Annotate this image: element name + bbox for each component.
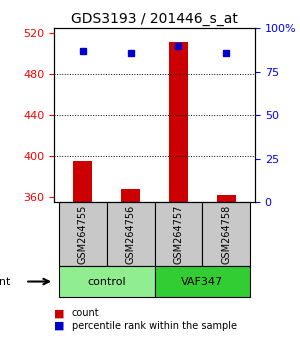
Text: GSM264757: GSM264757 [173, 204, 183, 264]
Bar [169, 42, 188, 202]
Text: percentile rank within the sample: percentile rank within the sample [72, 321, 237, 331]
FancyBboxPatch shape [59, 202, 106, 266]
Text: control: control [87, 276, 126, 286]
Bar [73, 161, 92, 202]
Title: GDS3193 / 201446_s_at: GDS3193 / 201446_s_at [71, 12, 238, 26]
Text: GSM264756: GSM264756 [126, 204, 136, 264]
Text: ■: ■ [54, 321, 64, 331]
FancyBboxPatch shape [154, 266, 250, 297]
Text: count: count [72, 308, 100, 318]
Text: GSM264755: GSM264755 [78, 204, 88, 264]
Text: agent: agent [0, 276, 11, 286]
Text: ■: ■ [54, 308, 64, 318]
Text: VAF347: VAF347 [181, 276, 224, 286]
Text: GSM264758: GSM264758 [221, 204, 231, 264]
Bar [121, 189, 140, 202]
FancyBboxPatch shape [106, 202, 154, 266]
Bar [217, 195, 236, 202]
FancyBboxPatch shape [202, 202, 250, 266]
FancyBboxPatch shape [154, 202, 202, 266]
FancyBboxPatch shape [59, 266, 154, 297]
